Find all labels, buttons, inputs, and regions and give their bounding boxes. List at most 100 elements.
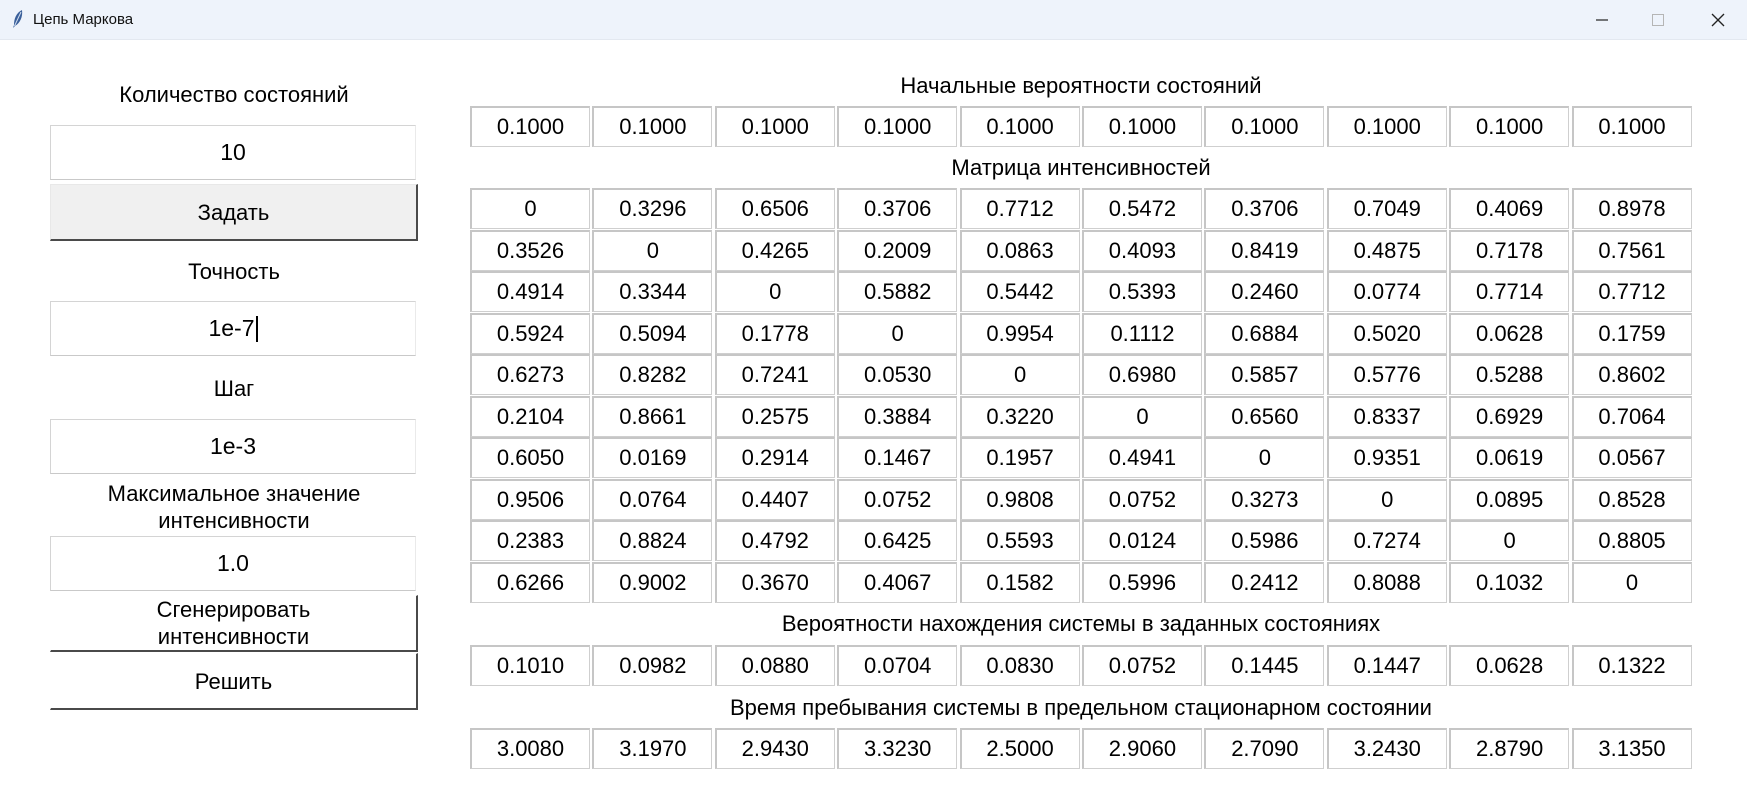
matrix-cell[interactable]: 0.9351 xyxy=(1326,437,1447,478)
state-probability-cell[interactable]: 0.1445 xyxy=(1204,645,1325,686)
set-button[interactable]: Задать xyxy=(50,184,418,241)
matrix-cell[interactable]: 0 xyxy=(1571,561,1692,603)
matrix-cell[interactable]: 0.7049 xyxy=(1326,188,1447,229)
matrix-cell[interactable]: 0 xyxy=(470,188,590,229)
matrix-cell[interactable]: 0.4792 xyxy=(714,520,835,561)
matrix-cell[interactable]: 0.2412 xyxy=(1204,561,1325,603)
matrix-cell[interactable]: 0.9002 xyxy=(592,561,713,603)
initial-probability-cell[interactable]: 0.1000 xyxy=(1326,106,1447,147)
matrix-cell[interactable]: 0.7561 xyxy=(1571,229,1692,271)
matrix-cell[interactable]: 0.5882 xyxy=(837,271,958,312)
matrix-cell[interactable]: 0.8088 xyxy=(1326,561,1447,603)
matrix-cell[interactable]: 0.0124 xyxy=(1081,520,1202,561)
matrix-cell[interactable]: 0 xyxy=(1449,520,1570,561)
matrix-cell[interactable]: 0.3706 xyxy=(837,188,958,229)
matrix-cell[interactable]: 0.4407 xyxy=(714,478,835,520)
matrix-cell[interactable]: 0.6980 xyxy=(1081,354,1202,395)
matrix-cell[interactable]: 0.7712 xyxy=(959,188,1080,229)
matrix-cell[interactable]: 0.1032 xyxy=(1449,561,1570,603)
matrix-cell[interactable]: 0.2383 xyxy=(470,520,590,561)
matrix-cell[interactable]: 0.2104 xyxy=(470,395,590,437)
matrix-cell[interactable]: 0.2460 xyxy=(1204,271,1325,312)
initial-probability-cell[interactable]: 0.1000 xyxy=(1204,106,1325,147)
matrix-cell[interactable]: 0.8419 xyxy=(1204,229,1325,271)
matrix-cell[interactable]: 0.8282 xyxy=(592,354,713,395)
state-probability-cell[interactable]: 0.0982 xyxy=(592,645,713,686)
states-count-input[interactable]: 10 xyxy=(50,125,416,180)
matrix-cell[interactable]: 0.3273 xyxy=(1204,478,1325,520)
matrix-cell[interactable]: 0.6929 xyxy=(1449,395,1570,437)
matrix-cell[interactable]: 0.4069 xyxy=(1449,188,1570,229)
matrix-cell[interactable]: 0 xyxy=(592,229,713,271)
matrix-cell[interactable]: 0.8661 xyxy=(592,395,713,437)
matrix-cell[interactable]: 0.9506 xyxy=(470,478,590,520)
initial-probability-cell[interactable]: 0.1000 xyxy=(1449,106,1570,147)
matrix-cell[interactable]: 0.2009 xyxy=(837,229,958,271)
matrix-cell[interactable]: 0.0764 xyxy=(592,478,713,520)
matrix-cell[interactable]: 0.5776 xyxy=(1326,354,1447,395)
state-probability-cell[interactable]: 0.0704 xyxy=(837,645,958,686)
initial-probability-cell[interactable]: 0.1000 xyxy=(837,106,958,147)
stationary-time-cell[interactable]: 3.0080 xyxy=(470,728,590,769)
matrix-cell[interactable]: 0.8805 xyxy=(1571,520,1692,561)
initial-probability-cell[interactable]: 0.1000 xyxy=(1571,106,1692,147)
matrix-cell[interactable]: 0 xyxy=(837,312,958,354)
matrix-cell[interactable]: 0.9808 xyxy=(959,478,1080,520)
matrix-cell[interactable]: 0.0774 xyxy=(1326,271,1447,312)
state-probability-cell[interactable]: 0.0830 xyxy=(959,645,1080,686)
maximize-button[interactable] xyxy=(1630,0,1686,39)
matrix-cell[interactable]: 0.0530 xyxy=(837,354,958,395)
matrix-cell[interactable]: 0.1759 xyxy=(1571,312,1692,354)
matrix-cell[interactable]: 0.0619 xyxy=(1449,437,1570,478)
matrix-cell[interactable]: 0.6273 xyxy=(470,354,590,395)
matrix-cell[interactable]: 0.6050 xyxy=(470,437,590,478)
matrix-cell[interactable]: 0.7241 xyxy=(714,354,835,395)
matrix-cell[interactable]: 0.5020 xyxy=(1326,312,1447,354)
stationary-time-cell[interactable]: 2.5000 xyxy=(959,728,1080,769)
matrix-cell[interactable]: 0.4093 xyxy=(1081,229,1202,271)
matrix-cell[interactable]: 0.4067 xyxy=(837,561,958,603)
stationary-time-cell[interactable]: 2.9060 xyxy=(1081,728,1202,769)
matrix-cell[interactable]: 0.5393 xyxy=(1081,271,1202,312)
matrix-cell[interactable]: 0.5288 xyxy=(1449,354,1570,395)
matrix-cell[interactable]: 0.6884 xyxy=(1204,312,1325,354)
minimize-button[interactable] xyxy=(1574,0,1630,39)
matrix-cell[interactable]: 0.3670 xyxy=(714,561,835,603)
matrix-cell[interactable]: 0.1957 xyxy=(959,437,1080,478)
matrix-cell[interactable]: 0.7274 xyxy=(1326,520,1447,561)
stationary-time-cell[interactable]: 2.9430 xyxy=(714,728,835,769)
matrix-cell[interactable]: 0.7714 xyxy=(1449,271,1570,312)
matrix-cell[interactable]: 0.5094 xyxy=(592,312,713,354)
matrix-cell[interactable]: 0.0567 xyxy=(1571,437,1692,478)
stationary-time-cell[interactable]: 3.1970 xyxy=(592,728,713,769)
initial-probability-cell[interactable]: 0.1000 xyxy=(470,106,590,147)
initial-probability-cell[interactable]: 0.1000 xyxy=(714,106,835,147)
matrix-cell[interactable]: 0.8978 xyxy=(1571,188,1692,229)
matrix-cell[interactable]: 0.0752 xyxy=(1081,478,1202,520)
matrix-cell[interactable]: 0.5442 xyxy=(959,271,1080,312)
initial-probability-cell[interactable]: 0.1000 xyxy=(1081,106,1202,147)
matrix-cell[interactable]: 0.1467 xyxy=(837,437,958,478)
matrix-cell[interactable]: 0.3526 xyxy=(470,229,590,271)
matrix-cell[interactable]: 0.1582 xyxy=(959,561,1080,603)
state-probability-cell[interactable]: 0.0628 xyxy=(1449,645,1570,686)
matrix-cell[interactable]: 0.2914 xyxy=(714,437,835,478)
state-probability-cell[interactable]: 0.1322 xyxy=(1571,645,1692,686)
matrix-cell[interactable]: 0 xyxy=(1081,395,1202,437)
matrix-cell[interactable]: 0.4914 xyxy=(470,271,590,312)
matrix-cell[interactable]: 0.5924 xyxy=(470,312,590,354)
state-probability-cell[interactable]: 0.1010 xyxy=(470,645,590,686)
precision-input[interactable]: 1e-7 xyxy=(50,301,416,356)
matrix-cell[interactable]: 0.4941 xyxy=(1081,437,1202,478)
matrix-cell[interactable]: 0.0895 xyxy=(1449,478,1570,520)
stationary-time-cell[interactable]: 3.2430 xyxy=(1326,728,1447,769)
matrix-cell[interactable]: 0.8824 xyxy=(592,520,713,561)
matrix-cell[interactable]: 0.5857 xyxy=(1204,354,1325,395)
matrix-cell[interactable]: 0.3344 xyxy=(592,271,713,312)
matrix-cell[interactable]: 0.0628 xyxy=(1449,312,1570,354)
state-probability-cell[interactable]: 0.1447 xyxy=(1326,645,1447,686)
matrix-cell[interactable]: 0.7178 xyxy=(1449,229,1570,271)
matrix-cell[interactable]: 0.4875 xyxy=(1326,229,1447,271)
matrix-cell[interactable]: 0.0863 xyxy=(959,229,1080,271)
close-button[interactable] xyxy=(1690,0,1746,39)
